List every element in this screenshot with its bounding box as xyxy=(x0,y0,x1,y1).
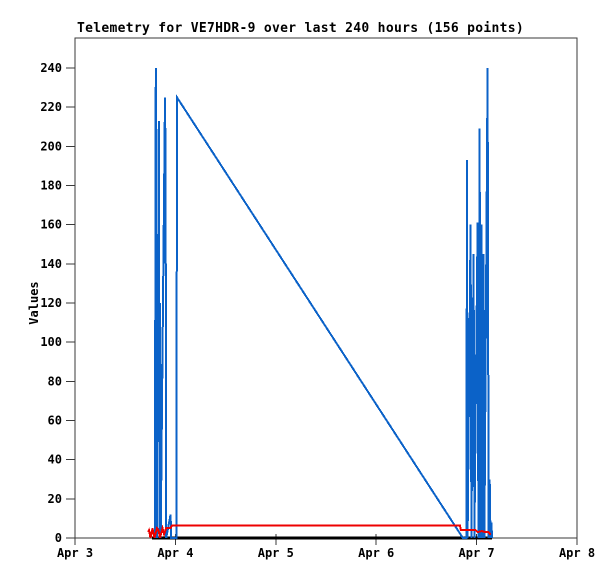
y-tick-label: 160 xyxy=(40,218,62,232)
y-tick-label: 140 xyxy=(40,257,62,271)
series-channel-blue-main xyxy=(153,67,493,539)
y-tick-label: 80 xyxy=(48,374,62,388)
y-tick-label: 40 xyxy=(48,453,62,467)
plot-frame xyxy=(74,37,578,539)
y-tick-label: 120 xyxy=(40,296,62,310)
y-tick-label: 100 xyxy=(40,335,62,349)
x-tick-label: Apr 8 xyxy=(559,546,595,560)
x-tick-label: Apr 3 xyxy=(57,546,93,560)
x-tick-label: Apr 7 xyxy=(459,546,495,560)
y-tick-label: 0 xyxy=(55,531,62,545)
x-tick-label: Apr 6 xyxy=(358,546,394,560)
x-tick-label: Apr 4 xyxy=(157,546,193,560)
y-tick-label: 180 xyxy=(40,179,62,193)
y-tick-label: 240 xyxy=(40,61,62,75)
series-channel-red-low xyxy=(147,524,491,539)
y-tick-label: 20 xyxy=(48,492,62,506)
chart-title: Telemetry for VE7HDR-9 over last 240 hou… xyxy=(77,21,524,36)
y-tick-label: 60 xyxy=(48,414,62,428)
y-tick-label: 200 xyxy=(40,139,62,153)
y-tick-label: 220 xyxy=(40,100,62,114)
x-tick-label: Apr 5 xyxy=(258,546,294,560)
